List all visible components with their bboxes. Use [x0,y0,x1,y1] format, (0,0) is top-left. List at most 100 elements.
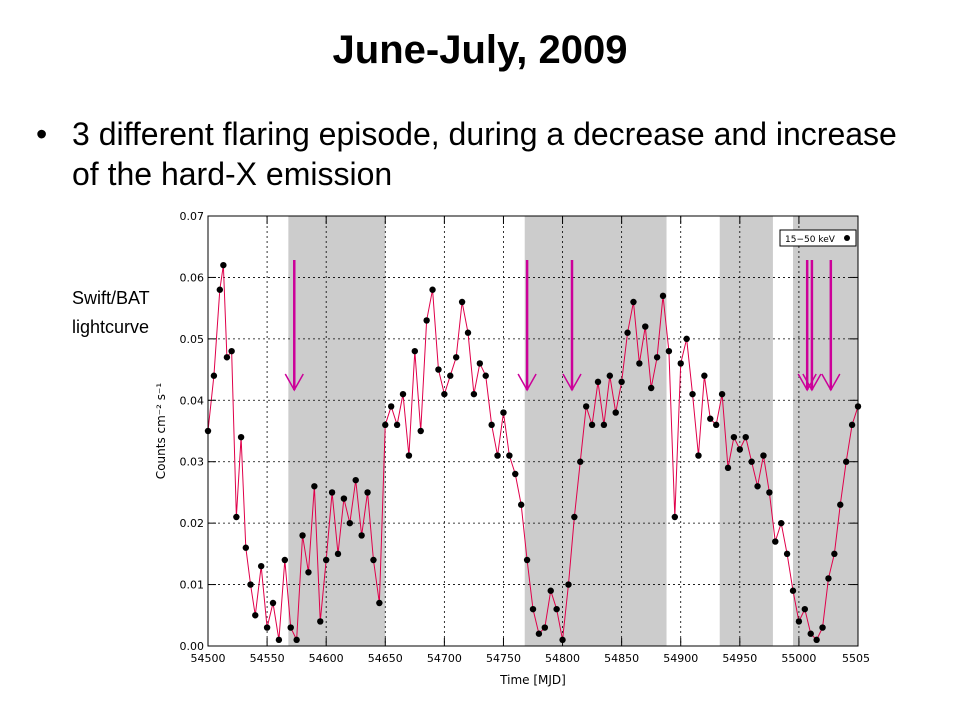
data-point [612,409,619,416]
data-point [417,427,424,435]
bullet-point: • 3 different flaring episode, during a … [36,114,916,194]
data-point [223,354,231,361]
data-point [783,550,791,558]
y-tick-label-0: 0.00 [180,640,205,653]
x-tick-label-6: 54800 [545,652,580,665]
data-point [636,360,643,367]
side-label-line1: Swift/BAT [72,288,150,308]
data-point [748,458,755,465]
data-point [647,384,655,392]
legend-label: 15−50 keV [785,235,836,245]
data-point [825,575,832,582]
data-point [588,421,596,429]
data-point [742,433,749,441]
data-point [237,433,245,441]
data-point [630,298,637,306]
data-point [653,354,661,361]
data-point [506,452,513,459]
data-point [772,538,779,545]
data-point [718,390,726,398]
data-point [233,513,240,521]
data-point [606,372,614,379]
data-point [441,390,448,398]
flare-arrow-head-2 [562,373,582,392]
x-axis-title: Time [MJD] [499,673,566,687]
data-point [848,421,856,429]
flare-arrow-head-0 [284,373,304,392]
x-tick-label-2: 54600 [309,652,344,665]
data-point [577,458,584,465]
data-point [541,624,549,631]
shaded-interval-1 [524,216,667,646]
data-point [494,452,501,459]
data-point [665,347,673,355]
data-point [411,347,419,355]
data-point [405,452,413,459]
data-point [305,569,312,576]
data-point [476,360,484,367]
data-point [488,421,495,429]
legend-marker [844,235,850,241]
data-point [340,495,348,502]
data-point [624,329,631,336]
shaded-interval-3 [793,216,858,646]
data-point [322,556,330,564]
data-point [500,409,507,416]
data-point [695,452,702,459]
data-point [242,544,250,551]
shaded-interval-0 [288,216,386,646]
flare-arrow-head-1 [517,373,537,392]
bullet-text: 3 different flaring episode, during a de… [72,116,897,192]
data-point [547,587,554,594]
data-point [766,489,773,496]
data-point [659,292,667,300]
data-point [594,378,602,386]
data-point [216,286,224,293]
data-point [352,476,359,484]
data-point [435,366,442,373]
y-tick-label-6: 0.06 [180,271,205,284]
data-point [707,415,714,422]
data-point [429,286,436,293]
x-tick-label-0: 54500 [191,652,226,665]
data-point [789,587,797,594]
data-point [287,624,294,631]
data-point [535,630,543,637]
data-point [777,519,785,527]
data-point [364,489,371,496]
data-point [228,347,235,355]
data-point [837,501,844,508]
data-point [523,556,531,564]
flare-arrow-head-3 [797,373,817,392]
data-point [317,618,324,625]
data-point [642,323,649,330]
data-point [571,513,578,521]
data-point [252,612,259,619]
data-point [482,372,489,379]
data-point [683,335,690,343]
shaded-interval-2 [719,216,773,646]
data-point [452,354,460,361]
data-point [618,378,625,386]
data-point [376,599,383,607]
data-point [423,317,430,324]
data-point [701,372,708,379]
data-point [517,501,525,508]
data-point [311,483,318,490]
data-point [382,421,389,429]
x-tick-label-7: 54850 [604,652,639,665]
x-tick-label-10: 55000 [781,652,816,665]
plot-frame [207,215,859,647]
x-tick-label-1: 54550 [250,652,285,665]
data-point [346,519,354,527]
data-point [795,618,803,625]
data-point [512,470,519,478]
y-tick-label-2: 0.02 [180,517,205,530]
data-point [813,636,820,644]
data-point [754,483,761,490]
x-tick-label-9: 54950 [722,652,757,665]
data-point [220,261,227,269]
data-point [730,433,738,441]
data-point [458,298,466,306]
